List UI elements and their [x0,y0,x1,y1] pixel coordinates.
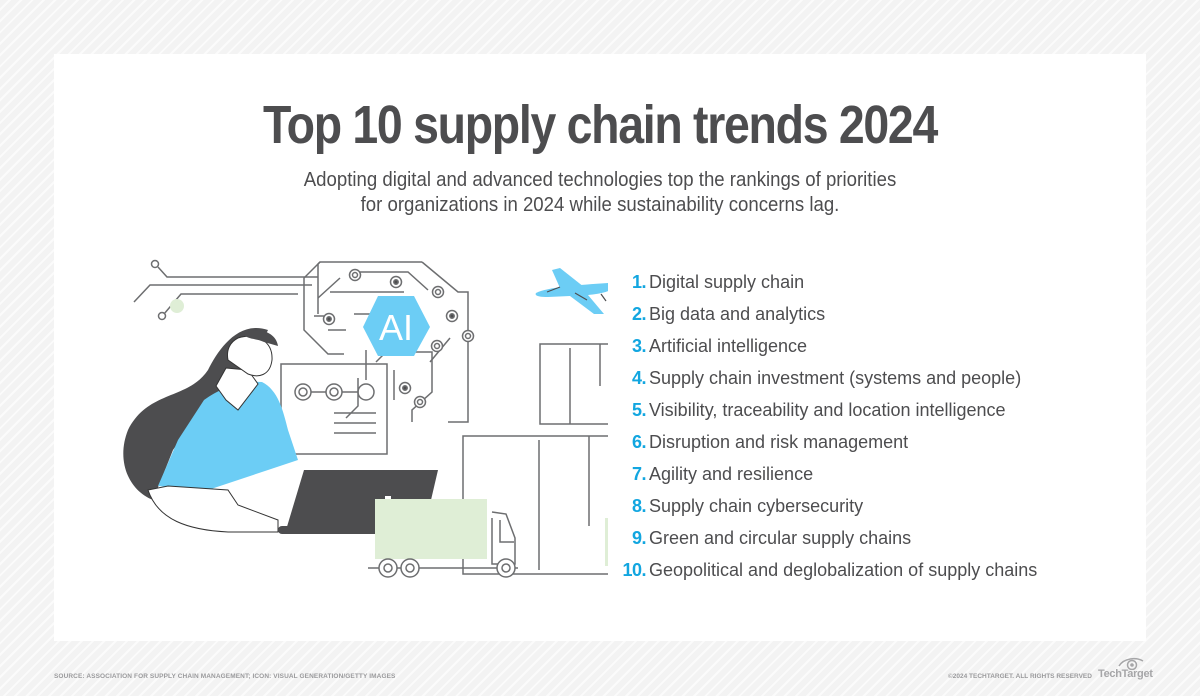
list-item: 6. Disruption and risk management [614,426,1037,458]
trend-label: Digital supply chain [649,271,805,292]
list-item: 7. Agility and resilience [614,458,1037,490]
rank-number: 5. [631,399,647,420]
ai-hexagon-icon: AI [363,296,430,356]
shipping-box-icon [539,343,608,425]
trend-label: Geopolitical and deglobalization of supp… [649,559,1038,580]
techtarget-logo: TechTarget [1098,656,1153,682]
trend-label: Artificial intelligence [649,335,808,356]
rank-number: 2. [631,303,647,324]
page-title: Top 10 supply chain trends 2024 [262,95,938,155]
svg-text:AI: AI [379,307,413,348]
trends-list: 1. Digital supply chain 2. Big data and an… [614,266,1037,586]
trend-label: Supply chain investment (systems and peo… [649,367,1022,388]
airplane-icon [535,268,608,314]
eye-icon [1118,657,1144,670]
list-item: 8. Supply chain cybersecurity [614,490,1037,522]
rank-number: 9. [631,527,647,548]
rank-number: 1. [631,271,647,292]
list-item: 4. Supply chain investment (systems and p… [614,362,1037,394]
rank-number: 4. [631,367,647,388]
rank-number: 10. [622,559,646,580]
subtitle: Adopting digital and advanced technologi… [92,168,1108,218]
list-item: 9. Green and circular supply chains [614,522,1037,554]
trend-label: Supply chain cybersecurity [649,495,864,516]
trend-label: Green and circular supply chains [649,527,912,548]
rank-number: 7. [631,463,647,484]
rank-number: 6. [631,431,647,452]
list-item: 2. Big data and analytics [614,298,1037,330]
trend-label: Visibility, traceability and location in… [649,399,1006,420]
rank-number: 8. [631,495,647,516]
delivery-truck-icon [368,499,518,578]
workflow-card-icon [280,363,388,455]
trend-label: Disruption and risk management [649,431,909,452]
trend-label: Agility and resilience [649,463,814,484]
copyright-notice: ©2024 TECHTARGET. ALL RIGHTS RESERVED [948,673,1092,680]
source-credit: SOURCE: ASSOCIATION FOR SUPPLY CHAIN MAN… [54,673,396,680]
subtitle-line-2: for organizations in 2024 while sustaina… [360,194,840,216]
supply-chain-illustration: AI [123,259,608,578]
list-item: 3. Artificial intelligence [614,330,1037,362]
circuit-lines-icon [133,259,318,321]
rank-number: 3. [631,335,647,356]
list-item: 1. Digital supply chain [614,266,1037,298]
trend-label: Big data and analytics [649,303,826,324]
subtitle-line-1: Adopting digital and advanced technologi… [303,169,897,191]
person-at-laptop-icon [123,328,298,533]
infographic-card: Top 10 supply chain trends 2024 Adopting… [54,54,1146,641]
list-item: 5. Visibility, traceability and location … [614,394,1037,426]
list-item: 10. Geopolitical and deglobalization of s… [614,554,1037,586]
brand-name: TechTarget [1098,668,1153,680]
